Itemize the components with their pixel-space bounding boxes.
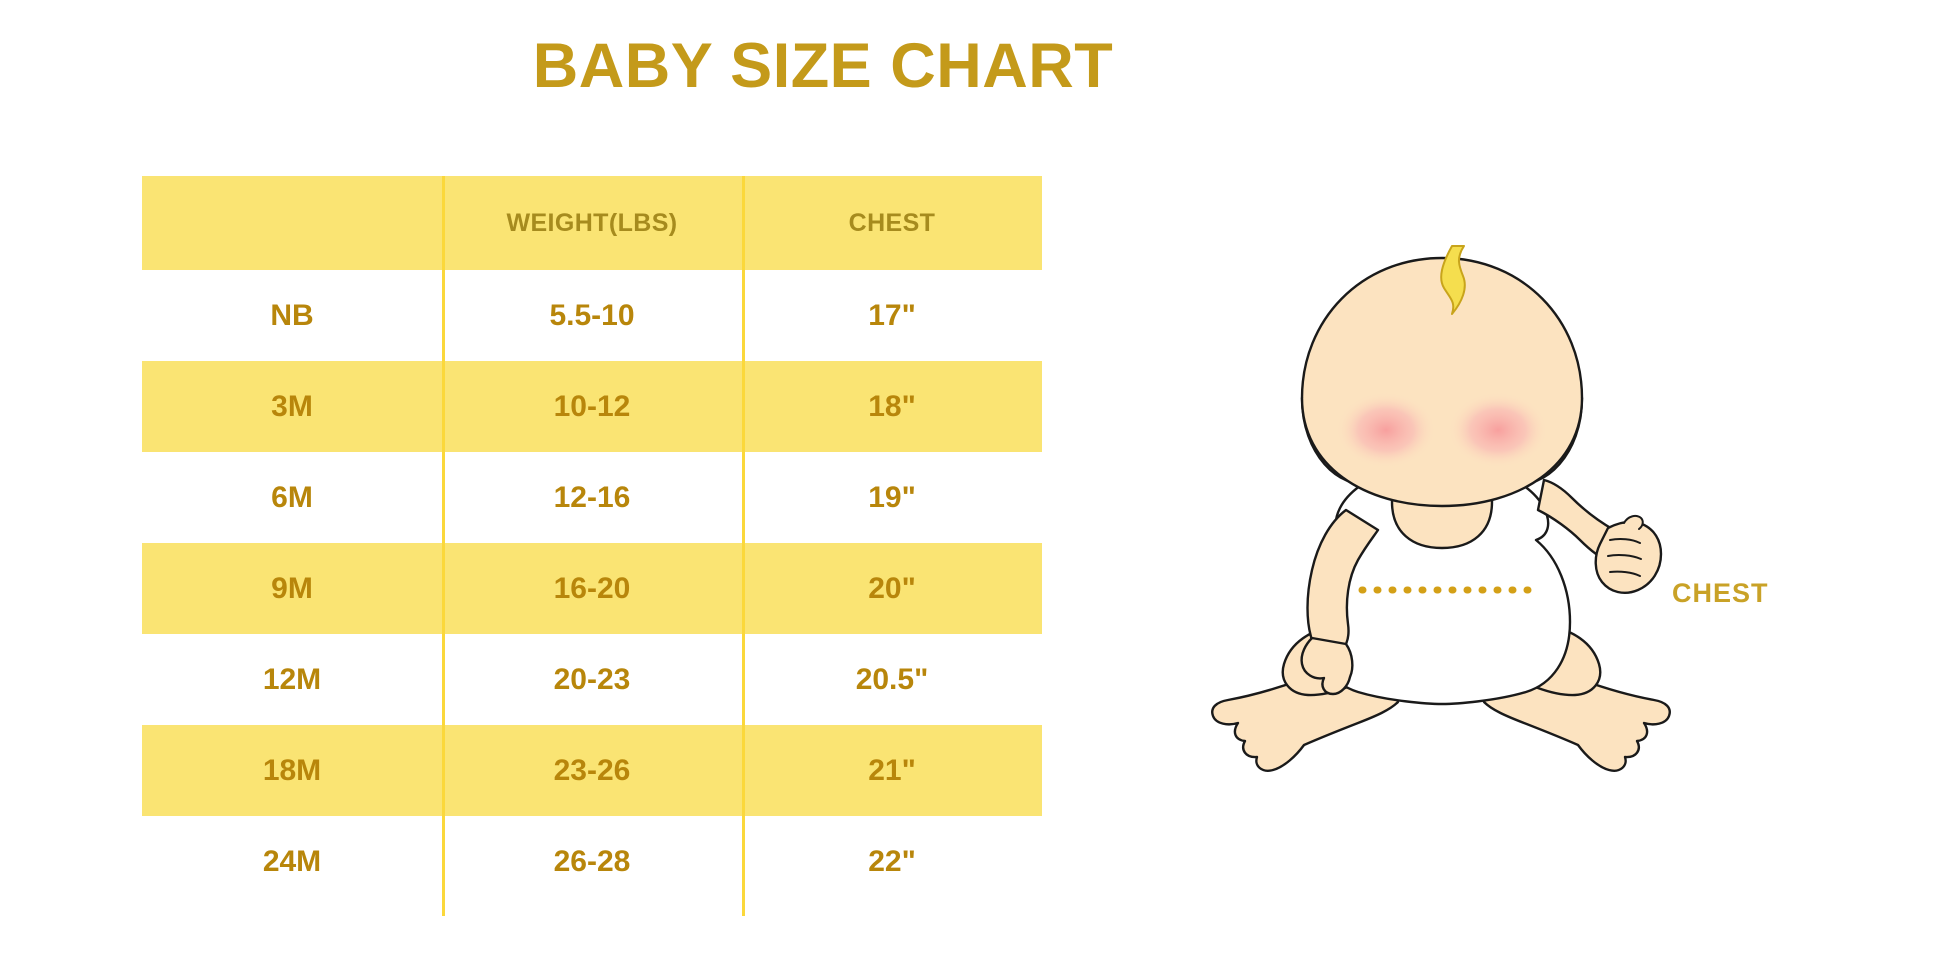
page-title: BABY SIZE CHART	[532, 31, 1114, 101]
table-row: 6M 12-16 19"	[142, 452, 1042, 543]
cell-chest: 20.5"	[855, 662, 929, 696]
cell-chest: 19"	[868, 480, 916, 514]
cell-weight: 10-12	[553, 389, 631, 423]
cell-size: 18M	[262, 753, 322, 787]
cell-weight: 5.5-10	[549, 298, 635, 332]
table-row: 9M 16-20 20"	[142, 543, 1042, 634]
baby-fist	[1594, 520, 1663, 594]
cell-size: NB	[270, 298, 314, 332]
cell-chest: 18"	[868, 389, 916, 423]
cell-size: 12M	[262, 662, 322, 696]
cell-chest: 22"	[868, 844, 916, 878]
header-cell-weight: WEIGHT(LBS)	[506, 208, 678, 237]
table-row: 24M 26-28 22"	[142, 816, 1042, 907]
header-cell-chest: CHEST	[848, 208, 936, 237]
baby-right-cheek	[1448, 392, 1548, 468]
cell-size: 24M	[262, 844, 322, 878]
table-row: 12M 20-23 20.5"	[142, 634, 1042, 725]
table-header-row: WEIGHT(LBS) CHEST	[142, 176, 1042, 270]
baby-left-arm	[1300, 508, 1380, 696]
cell-chest: 17"	[868, 298, 916, 332]
baby-right-arm	[1536, 478, 1663, 594]
chest-measure-label: CHEST	[1672, 578, 1769, 608]
size-table: WEIGHT(LBS) CHEST NB 5.5-10 17" 3M 10-12…	[142, 176, 1042, 916]
table-row: NB 5.5-10 17"	[142, 270, 1042, 361]
cell-weight: 12-16	[553, 480, 631, 514]
cell-size: 6M	[271, 480, 313, 514]
cell-weight: 20-23	[553, 662, 631, 696]
header-cell-size	[142, 176, 442, 270]
column-divider-2	[742, 176, 745, 916]
baby-left-cheek	[1336, 392, 1436, 468]
table-row: 18M 23-26 21"	[142, 725, 1042, 816]
cell-weight: 23-26	[553, 753, 631, 787]
column-divider-1	[442, 176, 445, 916]
cell-chest: 20"	[868, 571, 916, 605]
cell-chest: 21"	[868, 753, 916, 787]
table-row: 3M 10-12 18"	[142, 361, 1042, 452]
cell-size: 3M	[271, 389, 313, 423]
baby-hair-curl	[1440, 245, 1466, 315]
cell-size: 9M	[271, 571, 313, 605]
baby-illustration	[1180, 240, 1700, 840]
cell-weight: 26-28	[553, 844, 631, 878]
cell-weight: 16-20	[553, 571, 631, 605]
